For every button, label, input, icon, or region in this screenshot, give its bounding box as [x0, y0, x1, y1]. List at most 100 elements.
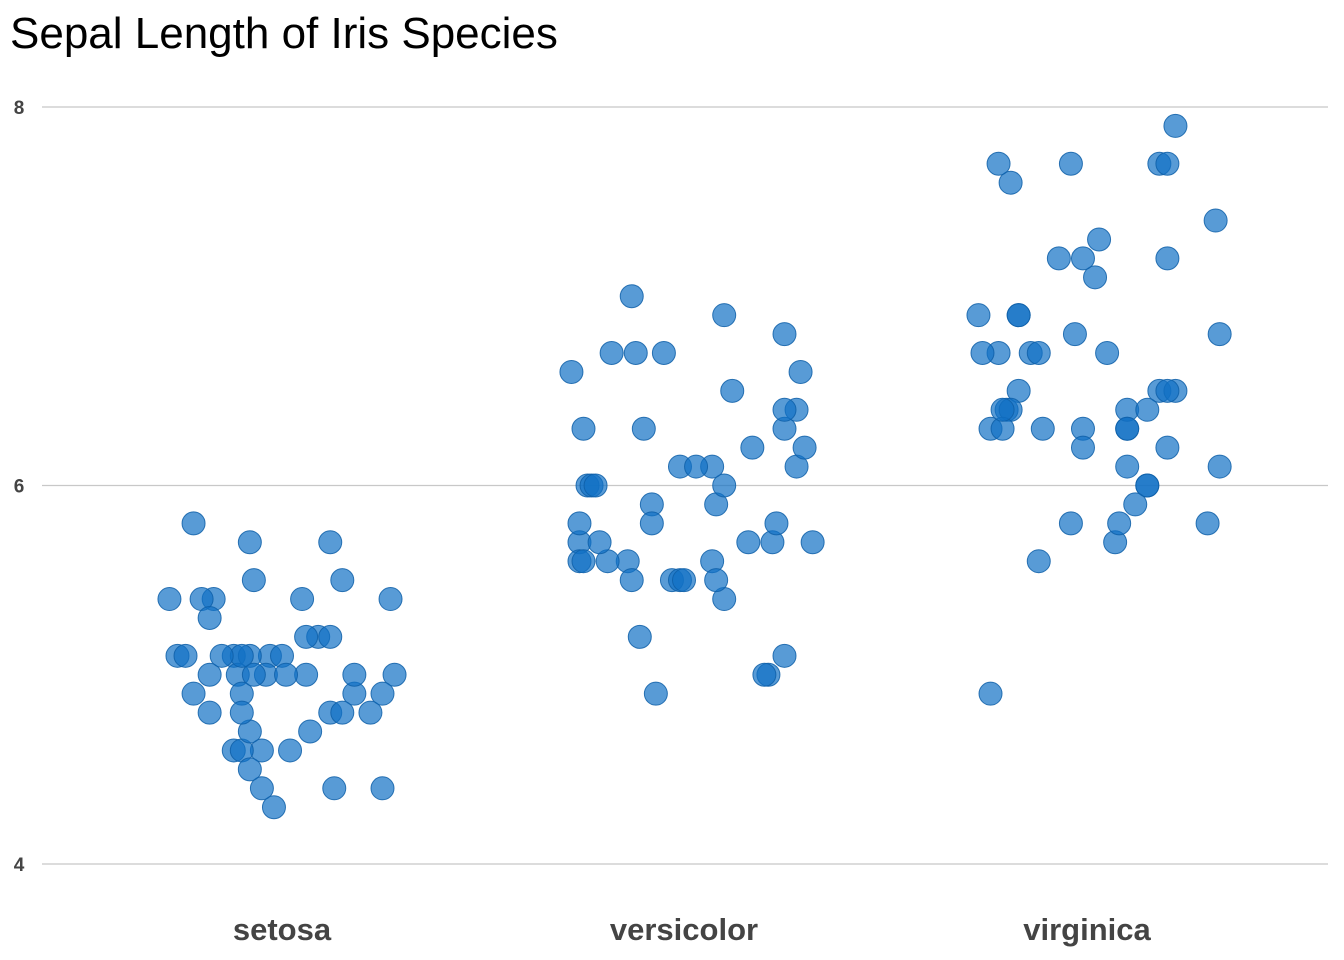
data-point-virginica [1155, 246, 1180, 271]
data-point-versicolor [651, 341, 676, 366]
data-point-versicolor [792, 435, 817, 460]
data-point-versicolor [627, 624, 652, 649]
data-point-versicolor [740, 435, 765, 460]
data-point-versicolor [559, 359, 584, 384]
data-point-virginica [1095, 341, 1120, 366]
data-point-setosa [370, 776, 395, 801]
data-point-versicolor [764, 511, 789, 536]
data-point-virginica [990, 397, 1015, 422]
data-point-virginica [1087, 227, 1112, 252]
data-point-virginica [998, 170, 1023, 195]
data-point-virginica [1163, 113, 1188, 138]
data-point-setosa [318, 624, 343, 649]
data-point-virginica [1046, 246, 1071, 271]
data-point-setosa [330, 700, 355, 725]
data-point-setosa [181, 511, 206, 536]
data-point-versicolor [567, 511, 592, 536]
data-point-setosa [241, 568, 266, 593]
data-point-versicolor [619, 284, 644, 309]
data-point-setosa [173, 643, 198, 668]
gridlines [42, 106, 1328, 865]
data-point-versicolor [583, 473, 608, 498]
data-point-virginica [1207, 454, 1232, 479]
data-point-virginica [966, 303, 991, 328]
data-point-setosa [358, 700, 383, 725]
data-point-setosa [294, 624, 319, 649]
data-point-virginica [1135, 473, 1160, 498]
data-point-versicolor [712, 303, 737, 328]
data-point-setosa [237, 757, 262, 782]
data-point-virginica [1070, 246, 1095, 271]
data-point-versicolor [571, 549, 596, 574]
data-point-versicolor [684, 454, 709, 479]
data-point-setosa [181, 681, 206, 706]
data-point-setosa [378, 587, 403, 612]
data-point-versicolor [788, 359, 813, 384]
data-point-setosa [157, 587, 182, 612]
data-point-setosa [229, 700, 254, 725]
data-point-setosa [197, 700, 222, 725]
data-point-setosa [298, 719, 323, 744]
data-point-setosa [322, 776, 347, 801]
data-point-virginica [1062, 322, 1087, 347]
data-point-versicolor [720, 378, 745, 403]
data-point-setosa [370, 681, 395, 706]
data-point-versicolor [631, 416, 656, 441]
data-point-virginica [1115, 454, 1140, 479]
data-point-virginica [1195, 511, 1220, 536]
data-point-virginica [1006, 303, 1031, 328]
data-point-virginica [986, 151, 1011, 176]
data-point-versicolor [571, 416, 596, 441]
y-tick-label: 4 [14, 855, 25, 876]
y-axis-ticks: 4 6 8 [14, 98, 25, 876]
data-point-virginica [1030, 416, 1055, 441]
data-point-versicolor [619, 568, 644, 593]
data-point-virginica [970, 341, 995, 366]
data-point-versicolor [752, 662, 777, 687]
data-point-setosa [342, 662, 367, 687]
data-point-setosa [382, 662, 407, 687]
data-point-versicolor [639, 511, 664, 536]
data-point-versicolor [643, 681, 668, 706]
data-point-virginica [1058, 151, 1083, 176]
data-point-setosa [241, 662, 266, 687]
data-point-versicolor [712, 473, 737, 498]
data-point-setosa [229, 643, 254, 668]
data-point-virginica [1083, 265, 1108, 290]
chart-title: Sepal Length of Iris Species [10, 9, 558, 58]
data-point-virginica [1155, 378, 1180, 403]
data-point-versicolor [800, 530, 825, 555]
data-point-setosa [274, 662, 299, 687]
data-point-versicolor [772, 643, 797, 668]
data-point-virginica [1107, 511, 1132, 536]
data-point-setosa [249, 776, 274, 801]
data-point-virginica [1123, 492, 1148, 517]
data-point-versicolor [587, 530, 612, 555]
data-point-setosa [290, 587, 315, 612]
data-point-virginica [1058, 511, 1083, 536]
y-tick-label: 8 [14, 98, 25, 119]
y-tick-label: 6 [14, 477, 25, 498]
data-point-virginica [1207, 322, 1232, 347]
data-point-setosa [261, 795, 286, 820]
data-point-virginica [978, 681, 1003, 706]
x-tick-label-virginica: virginica [1023, 912, 1151, 947]
data-point-virginica [1115, 416, 1140, 441]
data-point-virginica [1070, 435, 1095, 460]
data-point-setosa [237, 530, 262, 555]
x-axis-ticks: setosa versicolor virginica [233, 912, 1152, 947]
data-point-versicolor [736, 530, 761, 555]
data-point-versicolor [672, 568, 696, 593]
data-point-versicolor [704, 568, 729, 593]
data-point-setosa [197, 605, 222, 630]
data-point-virginica [1155, 435, 1180, 460]
data-point-virginica [1026, 341, 1051, 366]
data-point-virginica [1155, 151, 1180, 176]
data-point-setosa [318, 530, 343, 555]
data-point-versicolor [623, 341, 648, 366]
data-point-virginica [1026, 549, 1051, 574]
x-tick-label-versicolor: versicolor [610, 912, 758, 947]
data-point-versicolor [772, 322, 797, 347]
data-points [157, 113, 1232, 820]
data-point-setosa [209, 643, 234, 668]
